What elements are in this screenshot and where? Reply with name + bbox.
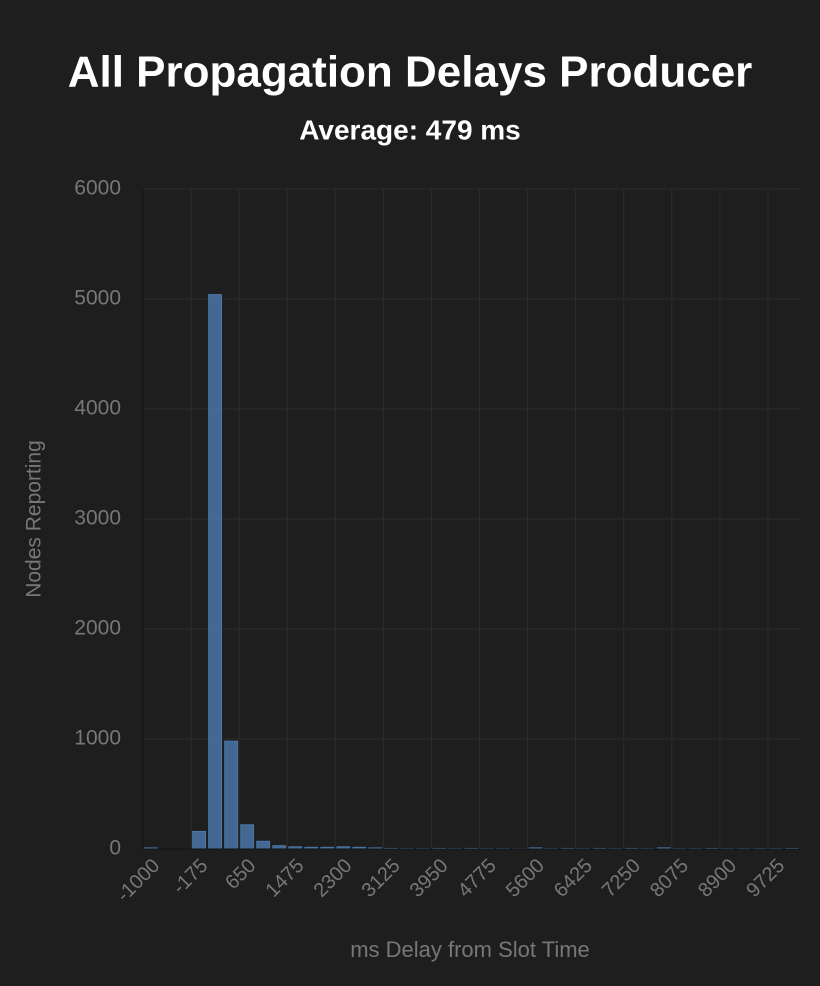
x-tick-label: -1000 [113, 855, 165, 907]
y-tick-label: 6000 [74, 177, 121, 200]
y-tick-label: 4000 [74, 397, 121, 420]
bar [192, 830, 206, 850]
x-tick-label: 2300 [310, 855, 357, 902]
y-axis-title: Nodes Reporting [23, 440, 46, 598]
x-tick-label: 4775 [454, 855, 501, 902]
y-tick-label: 0 [109, 837, 121, 860]
y-tick-label: 5000 [74, 287, 121, 310]
x-tick-label: 1475 [261, 855, 308, 902]
bar [224, 740, 239, 850]
chart-title: All Propagation Delays Producer [68, 48, 753, 97]
x-tick-label: 650 [221, 855, 260, 894]
y-tick-label: 2000 [74, 617, 121, 640]
x-tick-label: 7250 [598, 855, 645, 902]
x-tick-label: 3125 [358, 855, 405, 902]
y-tick-label: 3000 [74, 507, 121, 530]
x-tick-label: 3950 [406, 855, 453, 902]
x-tick-label: -175 [168, 855, 212, 899]
x-tick-label: 8075 [646, 855, 693, 902]
x-tick-label: 8900 [694, 855, 741, 902]
bar [208, 294, 223, 850]
bar [240, 824, 255, 850]
bar [256, 840, 271, 850]
chart-subtitle: Average: 479 ms [299, 114, 521, 145]
x-tick-label: 9725 [742, 855, 789, 902]
x-axis-title: ms Delay from Slot Time [350, 937, 590, 962]
x-tick-label: 6425 [550, 855, 597, 902]
x-tick-label: 5600 [502, 855, 549, 902]
y-tick-label: 1000 [74, 727, 121, 750]
